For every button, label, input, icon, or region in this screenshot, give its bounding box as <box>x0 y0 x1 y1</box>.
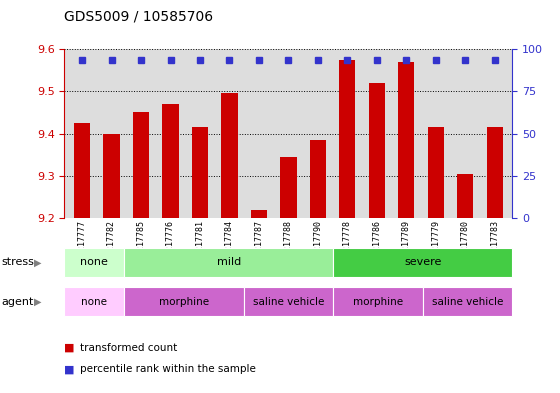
Bar <box>487 127 503 218</box>
Text: ■: ■ <box>64 343 75 353</box>
Text: ■: ■ <box>64 364 75 375</box>
Text: saline vehicle: saline vehicle <box>432 297 503 307</box>
Bar <box>162 104 179 218</box>
Bar <box>74 123 90 218</box>
Bar <box>192 127 208 218</box>
Text: ▶: ▶ <box>34 257 41 267</box>
Text: none: none <box>80 257 108 267</box>
Bar <box>339 60 356 218</box>
Text: morphine: morphine <box>159 297 209 307</box>
Bar <box>281 157 296 218</box>
Text: transformed count: transformed count <box>80 343 178 353</box>
Bar <box>398 62 414 218</box>
Text: morphine: morphine <box>353 297 403 307</box>
Text: saline vehicle: saline vehicle <box>253 297 324 307</box>
Text: severe: severe <box>404 257 441 267</box>
Text: agent: agent <box>2 297 34 307</box>
Bar <box>428 127 444 218</box>
Bar <box>251 209 267 218</box>
Text: percentile rank within the sample: percentile rank within the sample <box>80 364 256 375</box>
Text: ▶: ▶ <box>34 297 41 307</box>
Bar <box>133 112 149 218</box>
Bar <box>310 140 326 218</box>
Text: GDS5009 / 10585706: GDS5009 / 10585706 <box>64 9 213 24</box>
Text: none: none <box>81 297 108 307</box>
Text: mild: mild <box>217 257 241 267</box>
Bar <box>368 83 385 218</box>
Text: stress: stress <box>2 257 35 267</box>
Bar <box>457 174 473 218</box>
Bar <box>221 94 237 218</box>
Bar <box>104 134 120 218</box>
